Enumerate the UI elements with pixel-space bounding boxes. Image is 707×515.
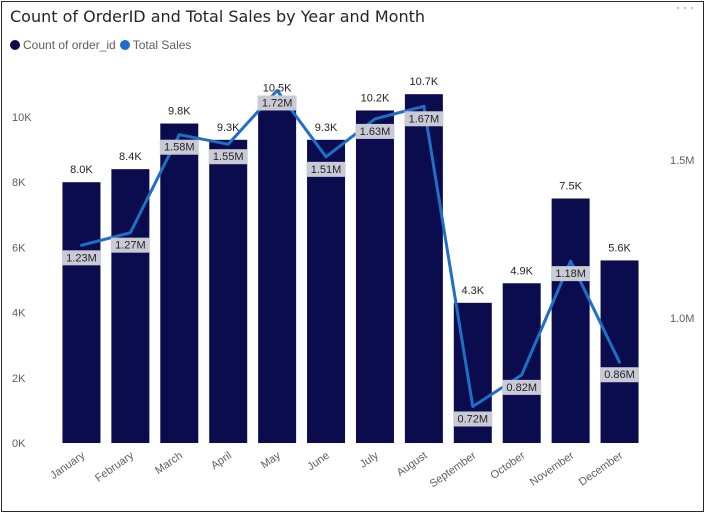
x-tick-label: July <box>358 449 381 470</box>
x-tick-label: May <box>259 449 283 471</box>
line-data-label-bg <box>551 266 591 282</box>
bar[interactable] <box>62 182 101 443</box>
y-right-tick-label: 1.0M <box>670 313 694 325</box>
legend-sales-marker <box>119 40 130 50</box>
chart-title: Count of OrderID and Total Sales by Year… <box>10 7 426 26</box>
x-tick-label: September <box>428 449 479 490</box>
bar-data-label: 7.5K <box>559 181 582 193</box>
line-data-label: 1.23M <box>66 252 97 264</box>
x-tick-label: December <box>577 449 626 488</box>
x-tick-label: January <box>48 449 87 482</box>
line-data-label-bg <box>404 111 444 127</box>
line-data-label-bg <box>355 123 395 139</box>
bar-data-label: 9.8K <box>168 106 191 118</box>
bar[interactable] <box>404 94 443 444</box>
line-data-label-bg <box>61 250 101 266</box>
bar[interactable] <box>111 169 150 443</box>
line-data-label-bg <box>453 411 493 427</box>
bar-data-label: 9.3K <box>315 122 338 134</box>
bar-data-label: 4.3K <box>461 285 484 297</box>
x-tick-label: February <box>93 449 136 484</box>
y-right-tick-label: 1.5M <box>670 155 694 167</box>
legend: Count of order_id Total Sales <box>10 38 195 52</box>
legend-count-label: Count of order_id <box>23 38 116 52</box>
line-data-label: 0.86M <box>604 369 635 381</box>
bar[interactable] <box>258 100 297 443</box>
line-data-label: 1.67M <box>409 113 440 125</box>
bar-data-label: 10.5K <box>263 83 292 95</box>
x-tick-label: April <box>209 450 234 472</box>
line-data-label: 1.27M <box>115 240 146 252</box>
y-left-tick-label: 8K <box>12 177 26 189</box>
legend-count-marker <box>10 40 20 50</box>
y-left-tick-label: 6K <box>12 242 26 254</box>
legend-item-sales[interactable]: Total Sales <box>119 38 192 52</box>
line-data-label: 1.18M <box>555 268 586 280</box>
more-options-icon[interactable] <box>675 6 695 10</box>
bar[interactable] <box>502 283 541 443</box>
x-tick-label: October <box>488 449 527 481</box>
line-data-label: 0.72M <box>458 413 489 425</box>
line-data-label-bg <box>110 237 150 253</box>
bar-data-label: 8.4K <box>119 151 142 163</box>
line-data-label: 0.82M <box>506 382 537 394</box>
line-data-label: 1.58M <box>164 142 195 154</box>
line-data-label-bg <box>159 139 199 155</box>
bar-data-label: 9.3K <box>217 122 240 134</box>
x-tick-label: August <box>395 450 430 479</box>
line-data-label: 1.72M <box>262 97 293 109</box>
bar-data-label: 4.9K <box>510 265 533 277</box>
line-data-label: 1.63M <box>360 126 391 138</box>
bar[interactable] <box>551 198 590 444</box>
bar-data-label: 5.6K <box>608 242 631 254</box>
bar[interactable] <box>355 110 394 443</box>
bar-data-label: 8.0K <box>70 164 93 176</box>
line-data-label-bg <box>306 161 346 177</box>
x-tick-label: June <box>305 450 331 474</box>
bar[interactable] <box>600 260 639 443</box>
x-tick-label: March <box>153 450 185 477</box>
line-data-label-bg <box>600 367 640 383</box>
line-data-label-bg <box>208 149 248 165</box>
y-left-tick-label: 4K <box>12 308 26 320</box>
bar-data-label: 10.7K <box>410 76 439 88</box>
y-left-tick-label: 2K <box>12 373 26 385</box>
x-tick-label: November <box>528 449 577 488</box>
legend-sales-label: Total Sales <box>132 38 192 52</box>
bar-data-label: 10.2K <box>361 92 390 104</box>
line-data-label: 1.55M <box>213 151 244 163</box>
bar[interactable] <box>209 139 248 443</box>
line-data-label-bg <box>257 95 297 111</box>
legend-item-count[interactable]: Count of order_id <box>10 38 116 52</box>
bar[interactable] <box>160 123 199 444</box>
line-data-label: 1.51M <box>311 164 342 176</box>
y-left-tick-label: 10K <box>12 112 32 124</box>
line-data-label-bg <box>502 379 542 395</box>
bar[interactable] <box>307 139 346 443</box>
y-left-tick-label: 0K <box>12 438 26 450</box>
